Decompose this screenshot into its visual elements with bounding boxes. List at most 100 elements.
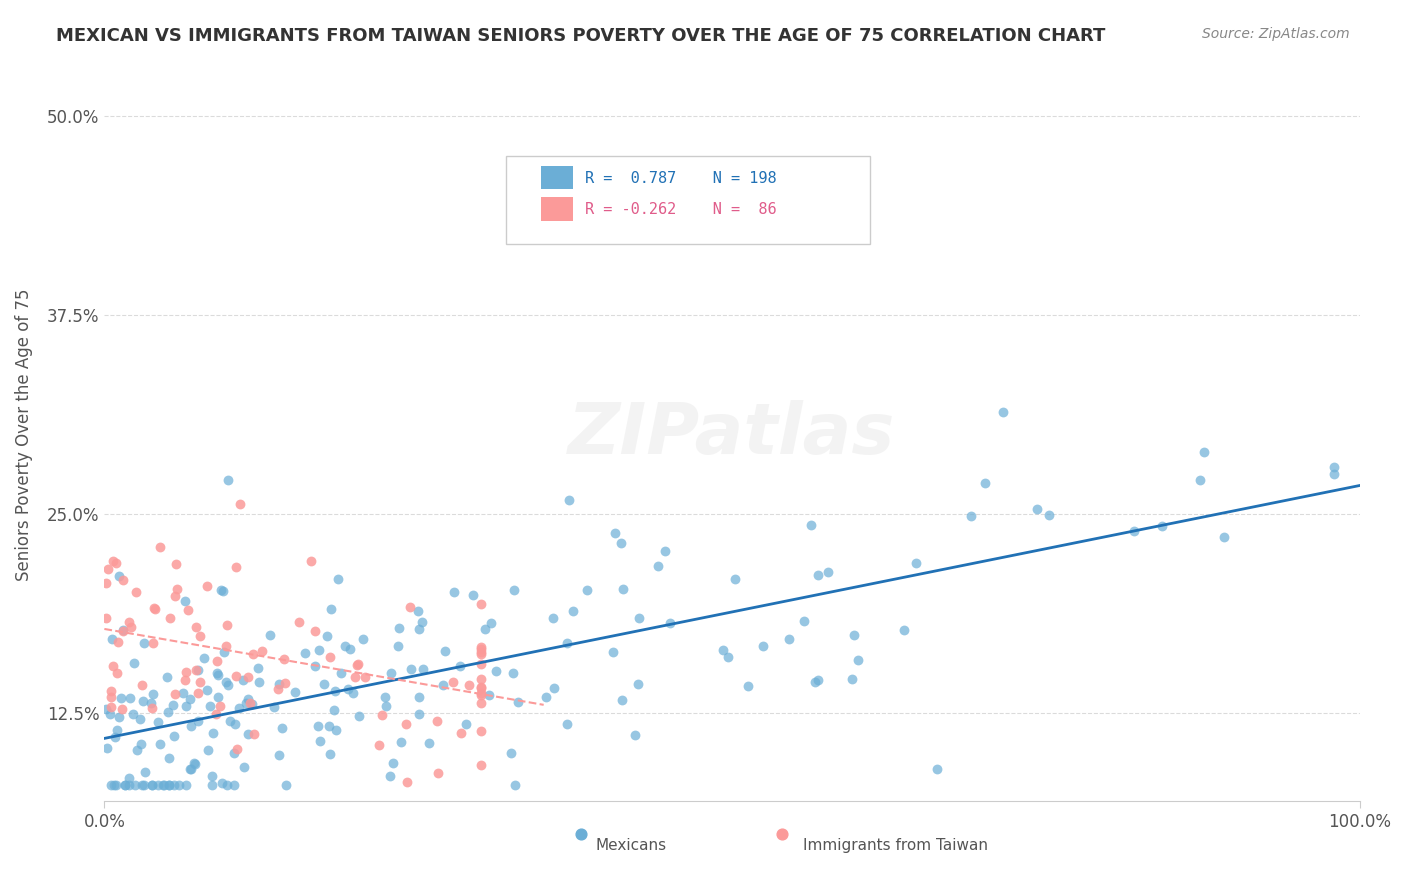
- Point: [243, 727, 266, 741]
- Point: [441, 675, 464, 690]
- Point: [174, 594, 197, 608]
- Point: [96, 741, 118, 756]
- FancyBboxPatch shape: [506, 156, 870, 244]
- Point: [612, 582, 634, 597]
- Point: [108, 569, 131, 583]
- Point: [605, 525, 627, 540]
- Point: [211, 775, 233, 789]
- Point: [470, 686, 492, 700]
- Point: [408, 622, 430, 636]
- Point: [197, 742, 219, 756]
- Point: [778, 632, 800, 646]
- Point: [927, 762, 949, 776]
- Point: [395, 716, 418, 731]
- Point: [561, 603, 583, 617]
- Point: [323, 683, 346, 698]
- Point: [124, 778, 146, 792]
- Point: [284, 685, 307, 699]
- Point: [100, 690, 122, 704]
- Point: [470, 657, 492, 671]
- Point: [118, 772, 141, 786]
- Point: [242, 647, 264, 661]
- Point: [259, 627, 281, 641]
- Point: [319, 649, 342, 664]
- Point: [141, 778, 163, 792]
- Point: [408, 690, 430, 705]
- Point: [188, 629, 211, 643]
- Point: [122, 657, 145, 671]
- Point: [375, 698, 398, 713]
- Point: [222, 778, 245, 792]
- Point: [318, 747, 340, 761]
- Point: [232, 673, 254, 687]
- Point: [602, 645, 624, 659]
- Point: [187, 686, 209, 700]
- Y-axis label: Seniors Poverty Over the Age of 75: Seniors Poverty Over the Age of 75: [15, 288, 32, 581]
- Point: [174, 665, 197, 679]
- Point: [399, 662, 422, 676]
- Point: [623, 728, 645, 742]
- Point: [973, 476, 995, 491]
- Point: [98, 706, 121, 721]
- Point: [807, 567, 830, 582]
- Point: [612, 693, 634, 707]
- Point: [103, 778, 125, 792]
- Text: R =  0.787    N = 198: R = 0.787 N = 198: [585, 170, 776, 186]
- Point: [288, 615, 311, 630]
- Point: [105, 778, 128, 792]
- Point: [1323, 460, 1346, 475]
- Point: [647, 558, 669, 573]
- Point: [408, 706, 430, 721]
- Point: [174, 778, 197, 792]
- Point: [163, 778, 186, 792]
- Point: [470, 688, 492, 702]
- Point: [470, 641, 492, 656]
- Point: [304, 659, 326, 673]
- Point: [205, 706, 228, 721]
- Point: [555, 636, 578, 650]
- Point: [165, 557, 187, 571]
- Point: [184, 663, 207, 677]
- Point: [166, 582, 188, 597]
- Point: [263, 700, 285, 714]
- Point: [326, 572, 349, 586]
- Point: [470, 597, 492, 611]
- Point: [141, 700, 163, 714]
- Point: [117, 778, 139, 792]
- Text: MEXICAN VS IMMIGRANTS FROM TAIWAN SENIORS POVERTY OVER THE AGE OF 75 CORRELATION: MEXICAN VS IMMIGRANTS FROM TAIWAN SENIOR…: [56, 27, 1105, 45]
- Point: [319, 602, 342, 616]
- Point: [276, 778, 298, 792]
- Point: [172, 686, 194, 700]
- Point: [371, 707, 394, 722]
- Text: Source: ZipAtlas.com: Source: ZipAtlas.com: [1202, 27, 1350, 41]
- Point: [143, 602, 166, 616]
- Point: [269, 747, 291, 762]
- Point: [470, 645, 492, 659]
- Point: [610, 536, 633, 550]
- Point: [207, 654, 229, 668]
- Point: [165, 687, 187, 701]
- Point: [108, 710, 131, 724]
- Point: [134, 636, 156, 650]
- Point: [232, 760, 254, 774]
- Point: [118, 615, 141, 629]
- Point: [176, 603, 198, 617]
- Point: [134, 778, 156, 792]
- Point: [105, 666, 128, 681]
- Point: [143, 601, 166, 615]
- Point: [179, 691, 201, 706]
- Bar: [541, 197, 572, 221]
- Point: [412, 661, 434, 675]
- Point: [157, 778, 180, 792]
- Point: [800, 517, 823, 532]
- Point: [711, 643, 734, 657]
- Point: [104, 557, 127, 571]
- Point: [207, 667, 229, 681]
- Point: [112, 623, 135, 637]
- Point: [209, 582, 232, 597]
- Point: [1323, 467, 1346, 481]
- Point: [470, 758, 492, 772]
- Point: [239, 696, 262, 710]
- Point: [273, 652, 295, 666]
- Point: [499, 746, 522, 760]
